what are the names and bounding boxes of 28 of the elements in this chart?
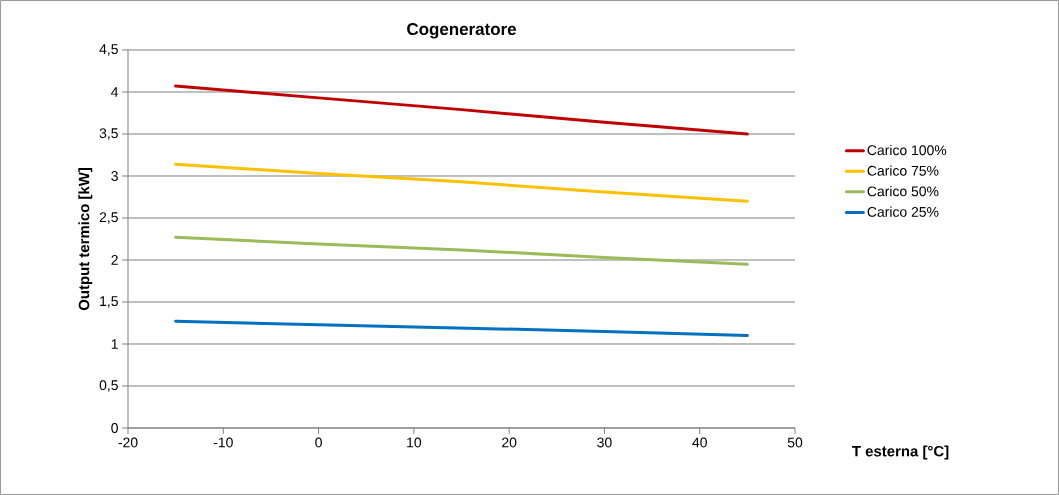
- line-series: [174, 235, 749, 266]
- y-tick-label: 3: [111, 171, 118, 181]
- legend-label: Carico 75%: [867, 165, 939, 176]
- x-tick-label: 0: [315, 437, 322, 448]
- legend-label: Carico 25%: [867, 206, 939, 217]
- line-series: [174, 162, 749, 203]
- x-tick-label: -20: [118, 437, 138, 448]
- chart-title: Cogeneratore: [407, 23, 516, 39]
- x-tick-label: 40: [692, 437, 707, 448]
- y-tick-label: 3,5: [99, 128, 118, 140]
- x-tick-label: 10: [407, 437, 422, 448]
- legend-label: Carico 50%: [867, 186, 939, 197]
- y-axis-title: Output termico [kW]: [78, 168, 93, 311]
- legend-label: Carico 100%: [867, 144, 947, 156]
- x-tick-label: 20: [502, 437, 517, 448]
- y-tick-label: 1,5: [100, 296, 118, 308]
- x-tick-label: -10: [213, 437, 233, 448]
- y-tick-label: 2,5: [99, 212, 118, 224]
- x-tick-label: 30: [597, 437, 612, 448]
- y-tick-label: 1: [111, 339, 118, 349]
- y-tick-label: 4: [111, 87, 119, 97]
- x-tick-label: 50: [787, 437, 803, 448]
- y-tick-label: 0: [111, 423, 118, 433]
- y-tick-label: 2: [111, 255, 118, 265]
- line-series: [174, 84, 749, 136]
- y-tick-label: 4,5: [99, 44, 118, 56]
- x-axis-title: T esterna [°C]: [852, 445, 949, 460]
- y-tick-label: 0,5: [99, 380, 118, 392]
